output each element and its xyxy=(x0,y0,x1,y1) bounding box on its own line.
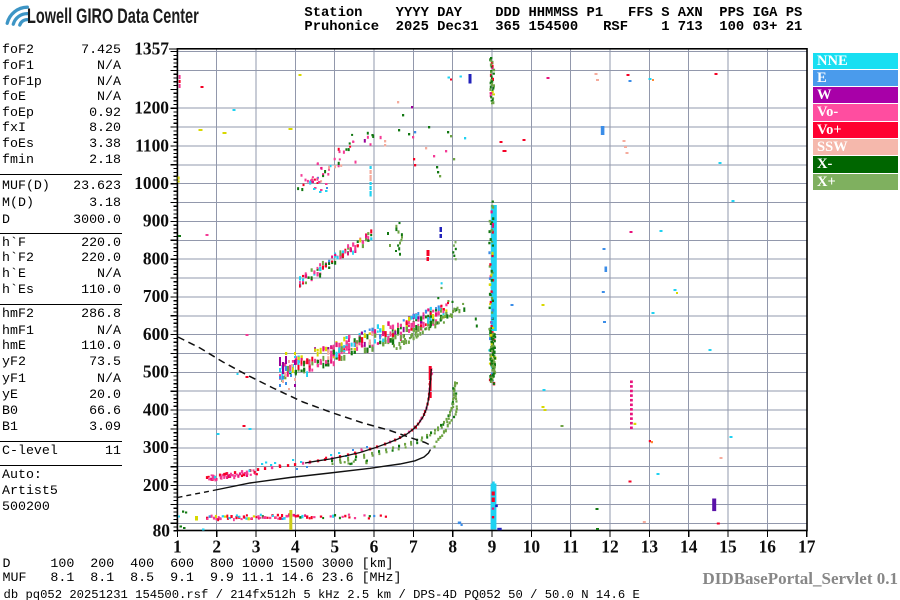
svg-text:5: 5 xyxy=(330,537,339,557)
svg-text:9: 9 xyxy=(488,537,497,557)
svg-text:600: 600 xyxy=(143,324,169,344)
svg-text:6: 6 xyxy=(370,537,379,557)
svg-text:300: 300 xyxy=(143,437,169,457)
svg-text:11: 11 xyxy=(562,537,578,557)
svg-text:8: 8 xyxy=(448,537,457,557)
svg-text:1200: 1200 xyxy=(134,98,169,118)
svg-text:900: 900 xyxy=(143,211,169,231)
svg-text:800: 800 xyxy=(143,249,169,269)
svg-text:1000: 1000 xyxy=(134,173,169,193)
svg-text:700: 700 xyxy=(143,286,169,306)
svg-text:200: 200 xyxy=(143,475,169,495)
svg-text:500: 500 xyxy=(143,362,169,382)
svg-text:14: 14 xyxy=(680,537,698,557)
svg-text:1: 1 xyxy=(173,537,182,557)
svg-text:10: 10 xyxy=(523,537,541,557)
svg-text:1100: 1100 xyxy=(135,135,169,155)
svg-text:80: 80 xyxy=(153,521,171,541)
svg-text:4: 4 xyxy=(291,537,300,557)
svg-text:17: 17 xyxy=(798,537,816,557)
svg-text:7: 7 xyxy=(409,537,418,557)
svg-text:15: 15 xyxy=(719,537,737,557)
svg-text:1357: 1357 xyxy=(134,38,169,58)
svg-text:16: 16 xyxy=(759,537,777,557)
svg-text:400: 400 xyxy=(143,399,169,419)
svg-text:3: 3 xyxy=(252,537,261,557)
svg-text:2: 2 xyxy=(212,537,221,557)
svg-text:13: 13 xyxy=(641,537,659,557)
svg-text:12: 12 xyxy=(601,537,618,557)
